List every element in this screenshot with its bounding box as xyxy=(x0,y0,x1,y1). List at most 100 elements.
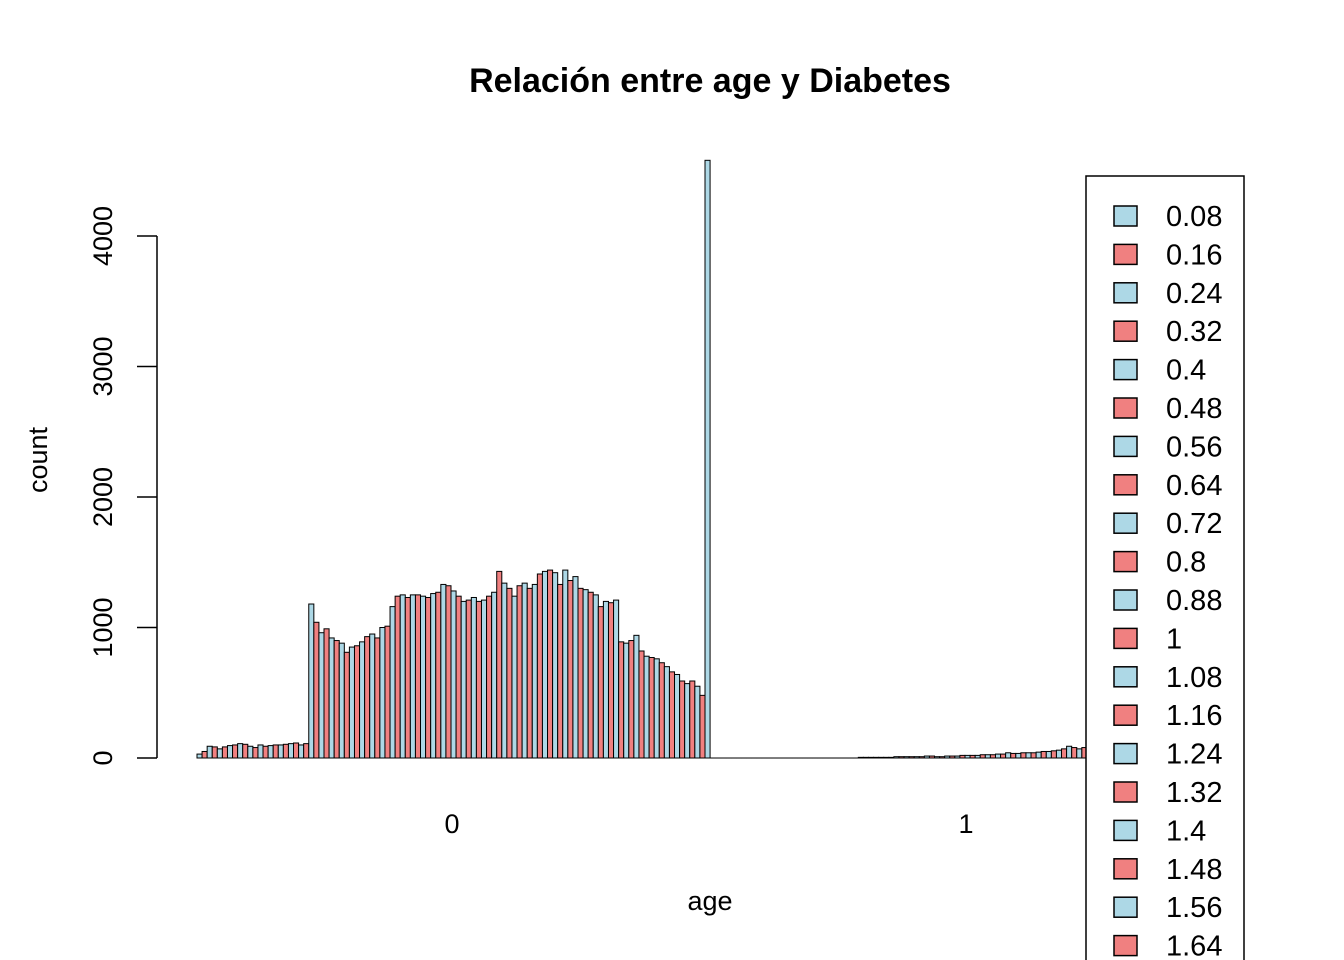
chart-title: Relación entre age y Diabetes xyxy=(469,62,951,100)
bar-group0-51 xyxy=(455,595,462,759)
x-axis-label: age xyxy=(687,886,732,916)
bar-group0-21 xyxy=(303,743,310,759)
bar-group1-42 xyxy=(923,755,930,759)
bar-group0-44 xyxy=(420,595,427,759)
legend-label: 0.48 xyxy=(1166,393,1222,425)
bar-group1-64 xyxy=(1035,751,1042,759)
legend-swatch xyxy=(1113,742,1138,765)
bar-group0-25 xyxy=(323,628,330,759)
bar-group0-53 xyxy=(465,599,472,759)
bar-group0-47 xyxy=(435,591,442,759)
bar-group1-63 xyxy=(1030,752,1037,759)
legend-swatch xyxy=(1113,781,1138,803)
bar-group0-27 xyxy=(333,640,340,759)
bar-group0-88 xyxy=(643,655,650,759)
bar-group0-11 xyxy=(252,747,259,759)
legend-swatch xyxy=(1113,358,1138,381)
bar-group1-39 xyxy=(908,756,915,759)
legend-label: 0.56 xyxy=(1166,431,1222,463)
y-tick-label: 0 xyxy=(88,750,118,765)
y-tick-label: 3000 xyxy=(88,336,118,396)
bar-group0-76 xyxy=(582,589,589,759)
bar-group0-64 xyxy=(521,582,528,759)
bar-group1-43 xyxy=(928,755,936,759)
bar-group1-38 xyxy=(903,756,910,759)
bar-group1-55 xyxy=(989,754,996,759)
bar-group0-100 xyxy=(704,159,711,759)
bar-group0-4 xyxy=(216,748,223,759)
bar-group0-92 xyxy=(663,666,670,759)
bar-group1-40 xyxy=(913,756,920,759)
legend-swatch xyxy=(1113,435,1138,458)
legend-swatch xyxy=(1113,896,1138,918)
legend-label: 1.64 xyxy=(1166,931,1222,960)
bar-group0-60 xyxy=(501,582,508,759)
bar-group0-19 xyxy=(293,742,300,759)
legend-swatch xyxy=(1113,858,1138,880)
bar-group0-93 xyxy=(668,671,676,759)
bar-group0-86 xyxy=(633,634,640,759)
bar-group0-18 xyxy=(287,743,295,759)
bar-group1-37 xyxy=(898,756,905,759)
bar-group1-61 xyxy=(1020,752,1027,759)
bar-group0-41 xyxy=(404,596,411,759)
bar-group1-34 xyxy=(883,756,890,759)
bar-group1-60 xyxy=(1015,752,1022,759)
legend-label: 1.32 xyxy=(1166,777,1222,809)
bar-group0-98 xyxy=(694,685,701,759)
legend-label: 1.48 xyxy=(1166,854,1222,886)
bar-group1-35 xyxy=(888,756,895,759)
legend-label: 0.72 xyxy=(1166,508,1222,540)
bar-group0-77 xyxy=(587,591,594,759)
bar-group0-84 xyxy=(623,642,630,759)
legend-swatch xyxy=(1113,627,1138,650)
legend-label: 0.8 xyxy=(1166,547,1206,579)
bar-group1-36 xyxy=(893,756,900,759)
y-tick-label: 4000 xyxy=(88,206,118,266)
bar-group1-46 xyxy=(944,755,951,759)
bar-group0-90 xyxy=(653,658,660,759)
bar-group0-56 xyxy=(480,599,488,759)
bar-group0-0 xyxy=(196,753,203,759)
legend-label: 1.56 xyxy=(1166,892,1222,924)
bar-group1-41 xyxy=(918,756,925,759)
bar-group0-15 xyxy=(272,744,279,759)
bar-group0-87 xyxy=(638,650,645,759)
legend-swatch xyxy=(1113,320,1138,342)
y-axis-label: count xyxy=(23,426,53,493)
bar-group1-44 xyxy=(934,756,941,759)
bar-group1-52 xyxy=(974,754,981,759)
bar-group1-65 xyxy=(1040,750,1047,759)
bar-group1-66 xyxy=(1045,750,1052,759)
legend-label: 0.88 xyxy=(1166,585,1222,617)
bar-group0-55 xyxy=(475,600,482,759)
bar-group0-17 xyxy=(282,743,289,759)
bar-group1-31 xyxy=(867,756,875,759)
bar-group0-96 xyxy=(684,683,691,759)
bar-group0-65 xyxy=(526,587,533,759)
legend-label: 1.08 xyxy=(1166,662,1222,694)
legend-swatch xyxy=(1113,397,1138,419)
bar-group1-29 xyxy=(857,756,864,759)
bar-group0-62 xyxy=(511,595,518,759)
bar-group0-72 xyxy=(562,569,569,759)
bar-group1-45 xyxy=(939,756,946,759)
bar-group0-85 xyxy=(628,640,635,759)
legend-box xyxy=(1085,175,1245,960)
bar-group0-26 xyxy=(328,637,335,759)
bar-group1-49 xyxy=(959,754,966,759)
bar-group0-89 xyxy=(648,657,655,759)
bar-group0-33 xyxy=(364,636,371,759)
bar-group0-6 xyxy=(226,745,234,759)
bar-group1-47 xyxy=(949,755,956,759)
legend-swatch xyxy=(1113,819,1138,842)
bar-group1-68 xyxy=(1055,749,1063,759)
legend-swatch xyxy=(1113,550,1138,573)
bar-group0-69 xyxy=(547,569,554,759)
bar-group0-42 xyxy=(409,594,416,759)
bar-group0-46 xyxy=(430,593,437,759)
legend-swatch xyxy=(1113,512,1138,534)
bar-group0-50 xyxy=(450,590,457,759)
legend-label: 0.08 xyxy=(1166,201,1222,233)
bar-group0-37 xyxy=(384,625,391,759)
